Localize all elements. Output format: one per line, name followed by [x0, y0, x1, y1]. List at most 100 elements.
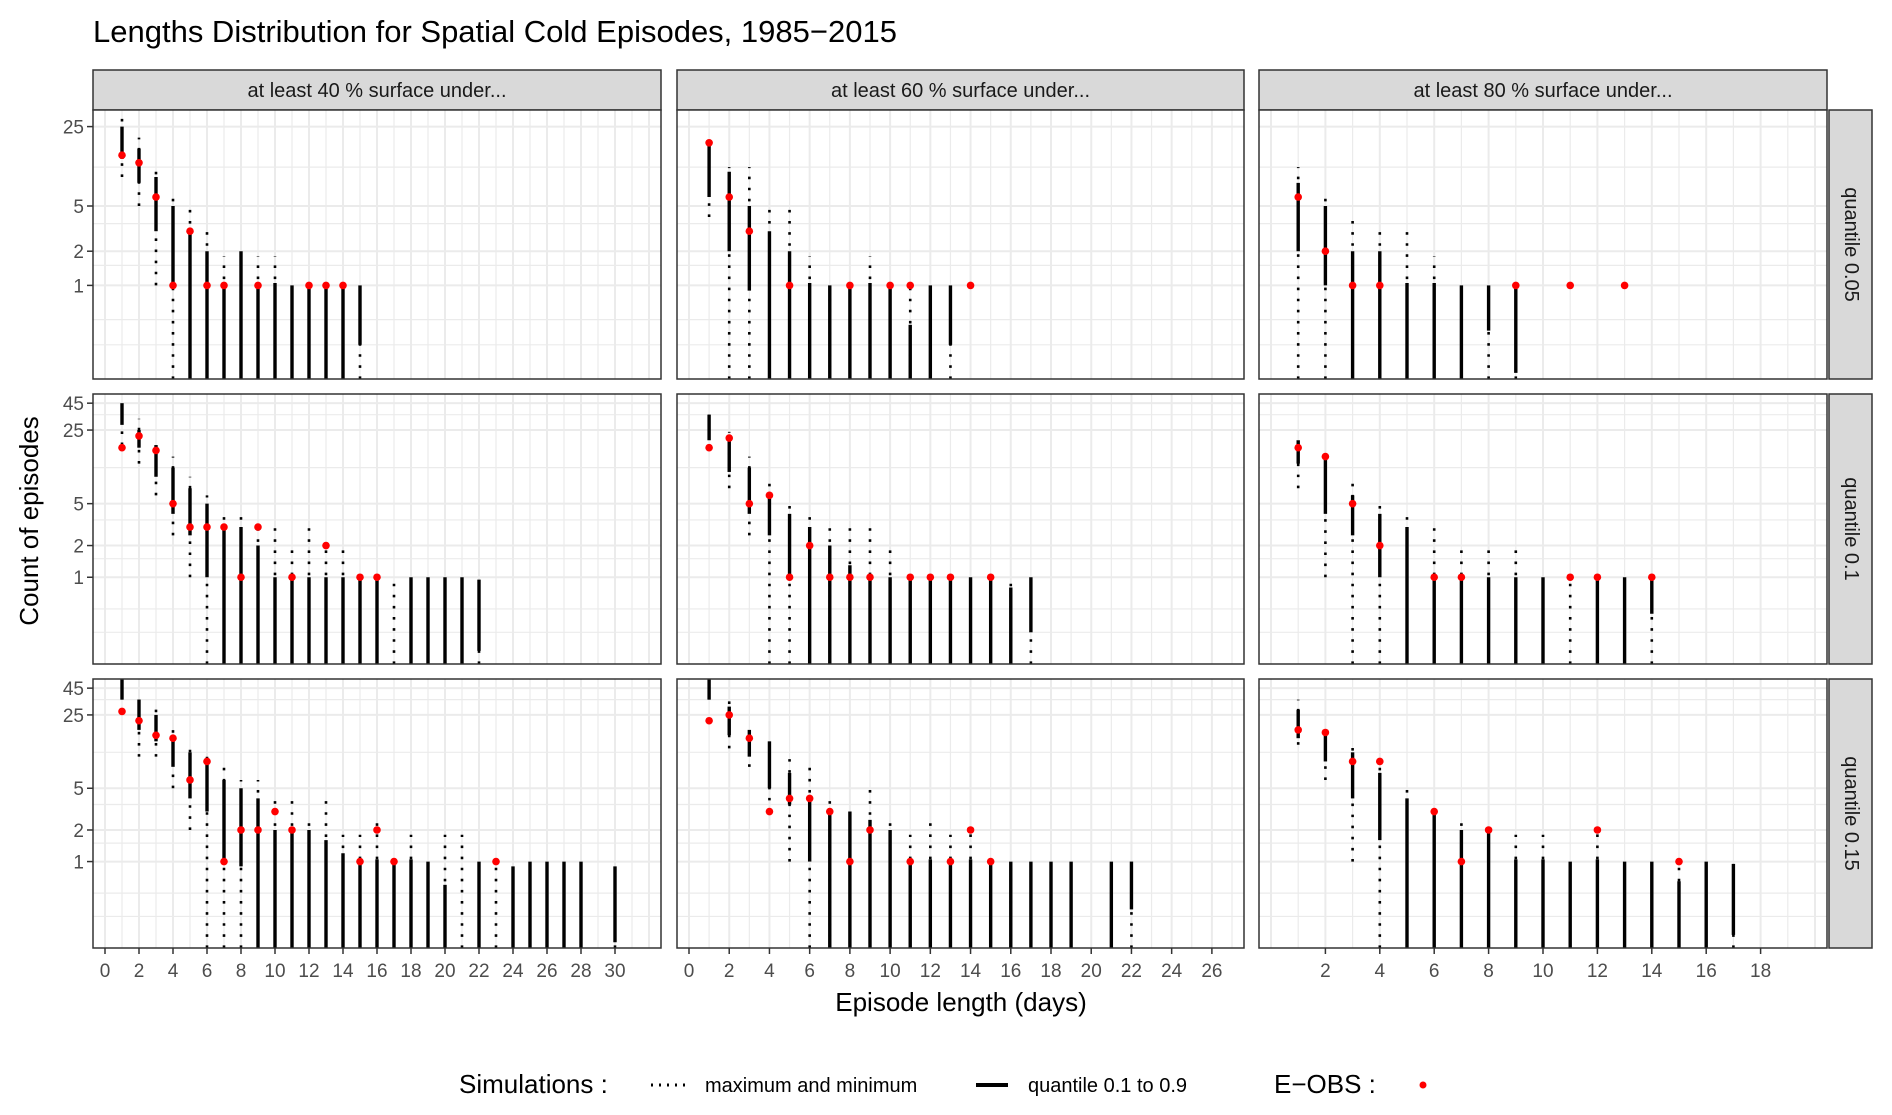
obs-point — [203, 523, 211, 531]
legend-obs-key — [1419, 1081, 1427, 1089]
obs-point — [118, 707, 126, 716]
legend-obs-title: E−OBS : — [1274, 1069, 1376, 1099]
obs-point — [271, 807, 279, 816]
obs-point — [986, 857, 995, 866]
x-tick-label: 8 — [845, 961, 856, 982]
obs-point — [705, 443, 713, 452]
obs-point — [1620, 281, 1629, 290]
obs-point — [135, 432, 143, 440]
x-tick-label: 14 — [1641, 961, 1663, 982]
x-tick-label: 12 — [920, 961, 941, 982]
panel-r2-c1: 0 2 4 6 8 10 12 14 16 18 20 22 24 26 — [676, 678, 1245, 982]
obs-point — [356, 573, 364, 582]
x-tick-label: 12 — [1587, 961, 1608, 982]
column-strip-2 — [1258, 69, 1828, 111]
obs-point — [1457, 857, 1466, 866]
obs-point — [288, 573, 296, 582]
obs-point — [237, 573, 245, 582]
panel-r1-c1 — [676, 393, 1245, 665]
obs-point — [1376, 757, 1384, 766]
obs-point — [373, 573, 381, 582]
obs-point — [322, 541, 330, 550]
panel-border — [676, 109, 1245, 380]
obs-point — [169, 499, 177, 508]
obs-point — [966, 281, 975, 290]
y-tick-label: 1 — [73, 276, 84, 297]
obs-point — [1376, 281, 1384, 290]
panel-r2-c2: 2 4 6 8 10 12 14 16 18 — [1258, 678, 1828, 982]
obs-point — [745, 499, 754, 508]
obs-point — [946, 573, 955, 582]
x-tick-label: 14 — [960, 961, 982, 982]
obs-point — [825, 573, 834, 582]
column-strip-label: at least 60 % surface under... — [831, 80, 1090, 102]
panel-border — [1258, 109, 1828, 380]
chart-title: Lengths Distribution for Spatial Cold Ep… — [93, 14, 897, 49]
x-tick-label: 16 — [1000, 961, 1021, 982]
x-tick-label: 6 — [1429, 961, 1440, 982]
x-tick-label: 18 — [1040, 961, 1061, 982]
x-tick-label: 8 — [1483, 961, 1494, 982]
obs-point — [846, 281, 854, 290]
obs-point — [339, 281, 347, 290]
obs-point — [785, 794, 794, 803]
legend-minmax-label: maximum and minimum — [705, 1075, 917, 1097]
obs-point — [725, 711, 734, 719]
x-tick-label: 26 — [536, 961, 557, 982]
column-strip-label: at least 40 % surface under... — [247, 80, 506, 102]
x-tick-label: 0 — [100, 961, 111, 982]
obs-point — [220, 523, 228, 531]
obs-point — [805, 541, 814, 550]
obs-point — [1457, 573, 1466, 582]
obs-point — [356, 857, 364, 866]
panel-border — [92, 393, 662, 665]
obs-point — [288, 826, 296, 834]
obs-point — [725, 193, 734, 201]
panels-group: at least 40 % surface under... at least 6… — [63, 69, 1873, 982]
obs-point — [169, 734, 177, 742]
obs-point — [906, 857, 915, 866]
obs-point — [254, 826, 262, 834]
obs-point — [186, 523, 194, 531]
row-strip-label: quantile 0.05 — [1840, 187, 1862, 302]
obs-point — [1321, 452, 1330, 461]
x-tick-label: 16 — [1696, 961, 1717, 982]
obs-point — [906, 281, 915, 290]
panel-r0-c2 — [1258, 109, 1828, 380]
obs-point — [254, 523, 262, 531]
obs-point — [805, 794, 814, 803]
obs-point — [1484, 826, 1493, 834]
x-tick-label: 6 — [804, 961, 815, 982]
obs-point — [135, 716, 143, 725]
x-tick-label: 10 — [1532, 961, 1553, 982]
obs-point — [1321, 247, 1330, 256]
obs-point — [1593, 826, 1602, 834]
y-tick-label: 25 — [63, 421, 84, 442]
x-tick-label: 2 — [1320, 961, 1331, 982]
obs-point — [765, 491, 774, 500]
y-tick-label: 45 — [63, 679, 84, 700]
obs-point — [1294, 193, 1302, 201]
x-tick-label: 0 — [684, 961, 695, 982]
obs-point — [986, 573, 995, 582]
obs-point — [705, 139, 713, 147]
x-axis-title: Episode length (days) — [835, 987, 1086, 1017]
obs-point — [305, 281, 313, 290]
obs-point — [745, 227, 754, 236]
obs-point — [322, 281, 330, 290]
y-tick-label: 5 — [73, 495, 84, 516]
x-tick-label: 4 — [1375, 961, 1386, 982]
obs-point — [1566, 573, 1574, 582]
obs-point — [237, 826, 245, 834]
panel-background — [677, 394, 1244, 664]
x-tick-label: 16 — [366, 961, 387, 982]
x-tick-label: 30 — [604, 961, 625, 982]
obs-point — [1430, 807, 1438, 816]
obs-point — [135, 159, 143, 167]
obs-point — [1348, 499, 1357, 508]
x-tick-label: 14 — [332, 961, 354, 982]
obs-point — [1512, 281, 1520, 290]
panel-r0-c1 — [676, 109, 1245, 380]
y-axis-title: Count of episodes — [14, 416, 44, 626]
